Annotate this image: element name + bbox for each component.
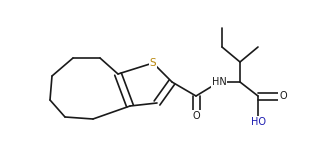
Text: HO: HO	[250, 117, 265, 127]
Text: O: O	[279, 91, 287, 101]
Text: S: S	[150, 58, 156, 68]
Text: O: O	[192, 111, 200, 121]
Text: HN: HN	[212, 77, 226, 87]
